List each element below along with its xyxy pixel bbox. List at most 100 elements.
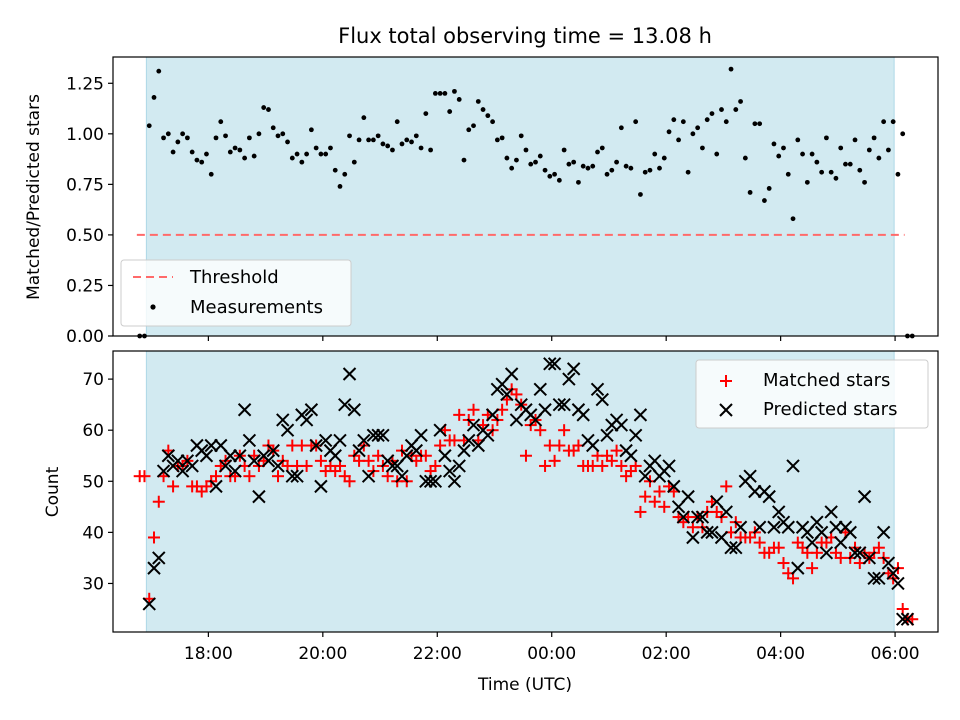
predicted-star-point [686, 530, 700, 545]
predicted-star-point [423, 474, 438, 488]
measurement-point [680, 119, 686, 125]
predicted-star-point [433, 423, 447, 437]
predicted-star-point [600, 428, 614, 443]
top-y-tick-label: 1.25 [66, 74, 104, 94]
matched-star-point [553, 439, 566, 452]
matched-star-point [720, 480, 733, 493]
measurement-point [256, 131, 262, 137]
measurement-point [738, 99, 743, 104]
matched-star-point [381, 470, 394, 483]
predicted-star-point [896, 612, 910, 626]
predicted-star-point [552, 397, 567, 412]
measurement-point [399, 141, 405, 147]
measurement-point [647, 167, 653, 173]
predicted-star-point [872, 571, 886, 586]
measurement-point [800, 151, 805, 157]
predicted-star-point [700, 525, 714, 540]
predicted-star-point [752, 520, 767, 534]
predicted-star-point [810, 515, 824, 529]
x-tick-label: 04:00 [756, 644, 805, 664]
measurement-point [246, 135, 252, 141]
measurement-point [833, 175, 839, 181]
predicted-star-point [352, 443, 366, 458]
predicted-star-point [357, 433, 371, 448]
predicted-star-point [237, 403, 252, 417]
measurement-point [561, 147, 567, 153]
measurement-point [208, 171, 214, 177]
top-y-tick-label: 0.25 [66, 276, 104, 296]
matched-star-point [615, 459, 628, 472]
measurement-point [299, 159, 305, 165]
predicted-star-point [333, 433, 347, 448]
top-y-tick-label: 1.00 [66, 125, 104, 145]
matched-star-point [539, 459, 552, 472]
measurement-point [733, 107, 739, 112]
predicted-star-point [428, 474, 443, 488]
predicted-star-point [252, 489, 266, 504]
predicted-star-point [719, 505, 733, 519]
measurement-point [223, 133, 228, 139]
matched-star-point [152, 495, 165, 508]
measurement-point [232, 145, 238, 151]
top-y-axis-label: Matched/Predicted stars [24, 94, 44, 300]
predicted-star-point [676, 510, 691, 524]
measurement-point [618, 125, 624, 131]
measurement-point [671, 117, 677, 123]
matched-star-point [467, 403, 480, 416]
measurement-point [285, 139, 290, 145]
matched-star-point [634, 505, 647, 518]
predicted-star-point [733, 520, 748, 534]
measurement-point [809, 151, 815, 157]
predicted-star-point [843, 525, 857, 540]
measurement-point [351, 159, 357, 165]
measurement-point [633, 119, 639, 125]
measurement-point [485, 113, 491, 119]
measurement-point [652, 151, 658, 157]
measurement-point [790, 216, 796, 222]
measurement-point [432, 90, 438, 96]
measurement-point [862, 179, 867, 185]
top-axes-frame [112, 56, 939, 337]
predicted-star-point [767, 520, 781, 534]
bottom-axes-frame [112, 350, 939, 633]
predicted-star-point [881, 556, 896, 570]
predicted-star-point [314, 479, 328, 494]
measurement-point [442, 90, 448, 96]
top-y-tick-label: 0.50 [66, 226, 104, 246]
matched-star-point [300, 459, 313, 472]
measurement-point [556, 177, 562, 183]
predicted-star-point [853, 546, 867, 560]
measurement-point [843, 161, 848, 167]
measurement-point [628, 165, 634, 171]
predicted-star-point [481, 428, 495, 443]
predicted-star-point [533, 382, 547, 397]
measurement-point [423, 111, 429, 117]
predicted-star-point [276, 413, 290, 427]
predicted-star-point [442, 464, 457, 478]
measurement-point [828, 169, 834, 175]
matched-star-point [810, 546, 823, 559]
measurement-point [437, 90, 443, 96]
measurement-point [871, 135, 877, 141]
matched-star-point [362, 454, 375, 467]
predicted-star-point [204, 438, 218, 453]
matched-star-point [787, 572, 800, 585]
measurement-point [370, 137, 376, 143]
measurement-point [304, 151, 310, 157]
matched-star-point [596, 459, 609, 472]
predicted-star-point [299, 413, 314, 427]
x-tick-label: 22:00 [413, 644, 462, 664]
measurement-point [766, 186, 772, 191]
measurement-point [375, 133, 381, 139]
measurement-point [838, 145, 844, 151]
measurement-point [714, 151, 720, 157]
predicted-star-point [633, 408, 648, 422]
measurement-point [895, 171, 901, 177]
measurement-point [542, 167, 548, 173]
predicted-star-point [228, 464, 242, 478]
predicted-star-point [729, 540, 743, 555]
predicted-star-point [147, 561, 161, 575]
measurement-point [499, 135, 505, 141]
measurement-point [428, 147, 434, 153]
measurement-point [294, 151, 300, 157]
